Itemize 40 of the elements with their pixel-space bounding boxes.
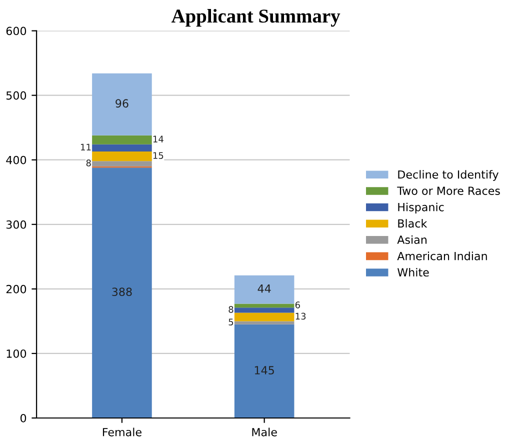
data-label: 44 [258,284,271,293]
y-tick-label: 600 [6,26,26,36]
data-label: 5 [228,318,234,326]
data-label: 8 [86,160,91,166]
chart-title: Applicant Summary [171,8,340,27]
bar [234,308,294,313]
x-tick-label: Male [252,428,277,436]
legend-label: Decline to Identify [398,170,498,181]
y-tick-label: 100 [6,349,26,358]
data-label: 388 [112,288,132,296]
bar [92,151,152,162]
data-label: 8 [228,306,234,313]
data-label: 11 [80,144,91,150]
data-label: 15 [153,152,164,159]
bar [234,312,294,322]
data-label: 14 [153,136,164,142]
legend-label: White [397,268,429,277]
x-tick-label: Female [102,428,142,436]
bar [92,135,152,144]
bar [234,275,294,304]
y-tick-label: 300 [6,220,26,229]
legend-label: Hispanic [398,202,444,214]
bar [234,321,294,324]
data-label: 145 [254,366,274,374]
legend-label: Asian [397,235,426,244]
y-tick-label: 0 [20,414,26,422]
data-label: 6 [295,302,300,308]
legend-label: American Indian [397,252,487,260]
bar [92,73,152,136]
bar [234,324,294,418]
bar [92,168,152,418]
y-tick-label: 500 [6,91,26,100]
y-tick-label: 200 [6,284,26,294]
data-label: 96 [116,99,128,108]
y-tick-label: 400 [6,156,26,164]
bar [234,304,294,308]
legend-label: Black [398,219,428,228]
legend-label: Two or More Races [397,186,500,196]
data-label: 13 [296,312,306,320]
bar [92,161,152,166]
